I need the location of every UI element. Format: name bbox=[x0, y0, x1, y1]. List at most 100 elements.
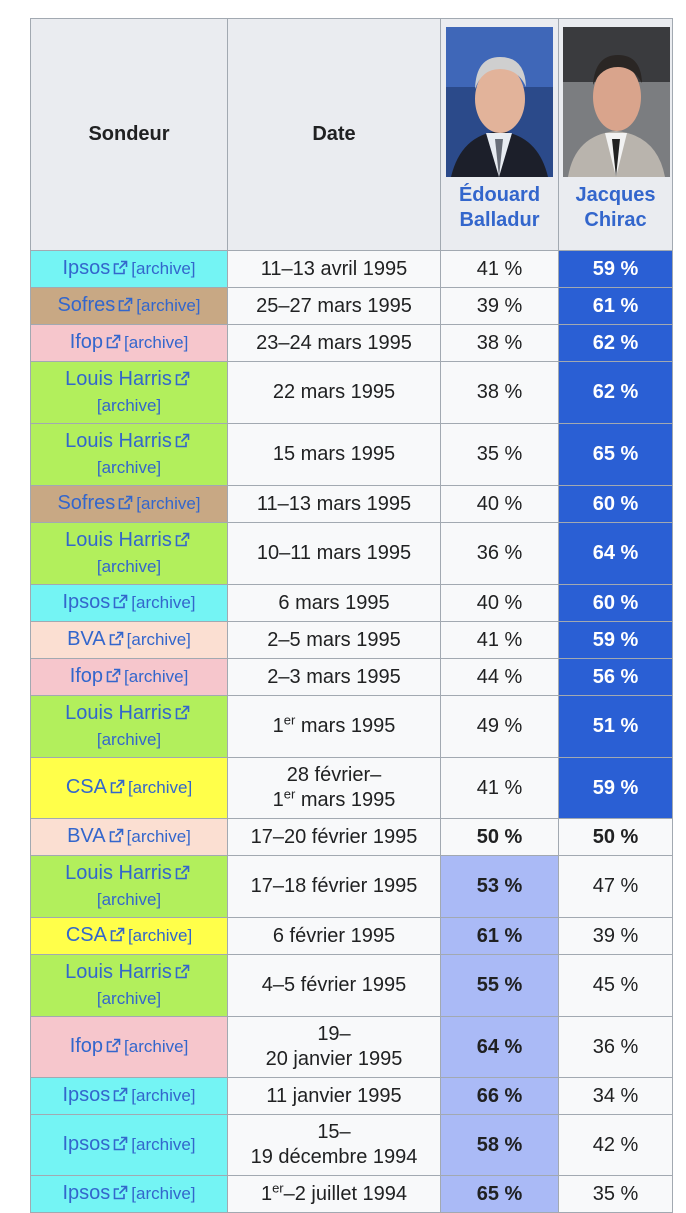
archive-link[interactable]: [archive] bbox=[126, 827, 191, 846]
candidate-photo[interactable] bbox=[446, 27, 553, 177]
result-cell: 41 % bbox=[440, 250, 559, 288]
result-value: 64 % bbox=[476, 1035, 523, 1058]
date-cell: 11 janvier 1995 bbox=[227, 1077, 441, 1115]
external-link-glyph bbox=[113, 1136, 128, 1151]
date-cell: 6 février 1995 bbox=[227, 917, 441, 955]
pollster-link[interactable]: Ipsos bbox=[62, 1133, 111, 1155]
archive-link[interactable]: [archive] bbox=[96, 458, 162, 477]
external-link-glyph bbox=[175, 371, 190, 386]
date-line: 1er mars 1995 bbox=[272, 786, 396, 811]
archive-link[interactable]: [archive] bbox=[131, 1086, 196, 1105]
archive-link[interactable]: [archive] bbox=[131, 1184, 196, 1203]
pollster-cell: Ifop [archive] bbox=[30, 324, 228, 362]
external-link-glyph bbox=[175, 532, 190, 547]
external-link-glyph bbox=[113, 1185, 128, 1200]
result-cell: 59 % bbox=[558, 250, 673, 288]
archive-link[interactable]: [archive] bbox=[136, 494, 201, 513]
candidate-name[interactable]: Jacques Chirac bbox=[575, 184, 656, 231]
pollster-link[interactable]: Louis Harris bbox=[65, 862, 172, 884]
archive-link[interactable]: [archive] bbox=[127, 778, 193, 797]
pollster-cell: Louis Harris [archive] bbox=[30, 423, 228, 486]
poll-row: Louis Harris [archive] 22 mars 1995 38 % 62 … bbox=[30, 361, 673, 424]
pollster-link[interactable]: Ipsos bbox=[62, 257, 111, 279]
date-cell: 4–5 février 1995 bbox=[227, 954, 441, 1017]
result-cell: 38 % bbox=[440, 324, 559, 362]
result-cell: 51 % bbox=[558, 695, 673, 758]
pollster-link[interactable]: Ifop bbox=[69, 331, 104, 353]
pollster-link[interactable]: CSA bbox=[65, 776, 107, 798]
result-value: 62 % bbox=[592, 381, 639, 403]
pollster-link[interactable]: Louis Harris bbox=[65, 368, 172, 390]
external-link-glyph bbox=[118, 495, 133, 510]
archive-link[interactable]: [archive] bbox=[96, 396, 162, 415]
result-cell: 60 % bbox=[558, 485, 673, 523]
result-value: 49 % bbox=[476, 715, 523, 737]
archive-link[interactable]: [archive] bbox=[124, 667, 189, 686]
date-cell: 10–11 mars 1995 bbox=[227, 522, 441, 585]
archive-link[interactable]: [archive] bbox=[131, 1135, 196, 1154]
pollster-link[interactable]: Louis Harris bbox=[65, 529, 172, 551]
result-value: 65 % bbox=[592, 443, 639, 465]
pollster-link[interactable]: Ipsos bbox=[62, 591, 111, 613]
external-link-glyph bbox=[175, 964, 190, 979]
date-cell: 25–27 mars 1995 bbox=[227, 287, 441, 325]
archive-link[interactable]: [archive] bbox=[126, 630, 191, 649]
archive-link[interactable]: [archive] bbox=[136, 296, 201, 315]
pollster-link[interactable]: Sofres bbox=[57, 294, 116, 316]
archive-link[interactable]: [archive] bbox=[131, 259, 196, 278]
candidate-name[interactable]: Édouard Balladur bbox=[458, 184, 541, 231]
date-cell: 17–18 février 1995 bbox=[227, 855, 441, 918]
poll-row: Louis Harris [archive] 4–5 février 1995 55 … bbox=[30, 954, 673, 1017]
pollster-link[interactable]: Sofres bbox=[57, 492, 116, 514]
result-cell: 64 % bbox=[558, 522, 673, 585]
pollster-link[interactable]: BVA bbox=[67, 825, 106, 847]
archive-link[interactable]: [archive] bbox=[96, 989, 162, 1008]
pollster-link[interactable]: Ipsos bbox=[62, 1084, 111, 1106]
header-row: Sondeur Date Édouard Balladur bbox=[30, 18, 673, 251]
archive-link[interactable]: [archive] bbox=[131, 593, 196, 612]
result-value: 41 % bbox=[476, 257, 523, 280]
result-cell: 49 % bbox=[440, 695, 559, 758]
pollster-cell: CSA [archive] bbox=[30, 757, 228, 819]
result-value: 36 % bbox=[592, 1035, 639, 1058]
result-cell: 53 % bbox=[440, 855, 559, 918]
result-value: 61 % bbox=[476, 924, 523, 947]
result-value: 60 % bbox=[592, 591, 639, 614]
pollster-link[interactable]: BVA bbox=[67, 628, 106, 650]
pollster-link[interactable]: Ipsos bbox=[62, 1182, 111, 1204]
result-value: 39 % bbox=[592, 924, 639, 947]
date-line: 20 janvier 1995 bbox=[265, 1048, 403, 1070]
result-value: 58 % bbox=[476, 1133, 523, 1156]
result-cell: 36 % bbox=[440, 522, 559, 585]
pollster-cell: Ipsos [archive] bbox=[30, 1077, 228, 1115]
pollster-link[interactable]: Louis Harris bbox=[65, 961, 172, 983]
external-link-glyph bbox=[106, 668, 121, 683]
result-value: 41 % bbox=[476, 628, 523, 651]
pollster-cell: Louis Harris [archive] bbox=[30, 855, 228, 918]
archive-link[interactable]: [archive] bbox=[96, 557, 162, 576]
result-cell: 35 % bbox=[440, 423, 559, 486]
archive-link[interactable]: [archive] bbox=[96, 890, 162, 909]
date-text: 11 janvier 1995 bbox=[266, 1084, 402, 1107]
poll-row: Sofres [archive] 25–27 mars 1995 39 % 61 % bbox=[30, 287, 673, 325]
pollster-link[interactable]: Louis Harris bbox=[65, 430, 172, 452]
external-link-glyph bbox=[109, 631, 123, 646]
result-value: 35 % bbox=[476, 443, 523, 465]
result-cell: 59 % bbox=[558, 621, 673, 659]
pollster-link[interactable]: Ifop bbox=[69, 665, 104, 687]
pollster-link[interactable]: CSA bbox=[65, 924, 107, 946]
result-cell: 44 % bbox=[440, 658, 559, 696]
pollster-link[interactable]: Ifop bbox=[69, 1035, 104, 1057]
result-cell: 42 % bbox=[558, 1114, 673, 1176]
archive-link[interactable]: [archive] bbox=[124, 1037, 189, 1056]
date-text: 17–18 février 1995 bbox=[250, 875, 418, 897]
archive-link[interactable]: [archive] bbox=[124, 333, 189, 352]
candidate-photo[interactable] bbox=[563, 27, 670, 177]
external-link-glyph bbox=[113, 594, 128, 609]
archive-link[interactable]: [archive] bbox=[96, 730, 162, 749]
header-date: Date bbox=[227, 18, 441, 251]
pollster-link[interactable]: Louis Harris bbox=[65, 702, 172, 724]
result-cell: 40 % bbox=[440, 485, 559, 523]
poll-row: Ipsos [archive] 11 janvier 1995 66 % 34 % bbox=[30, 1077, 673, 1115]
archive-link[interactable]: [archive] bbox=[127, 926, 193, 945]
